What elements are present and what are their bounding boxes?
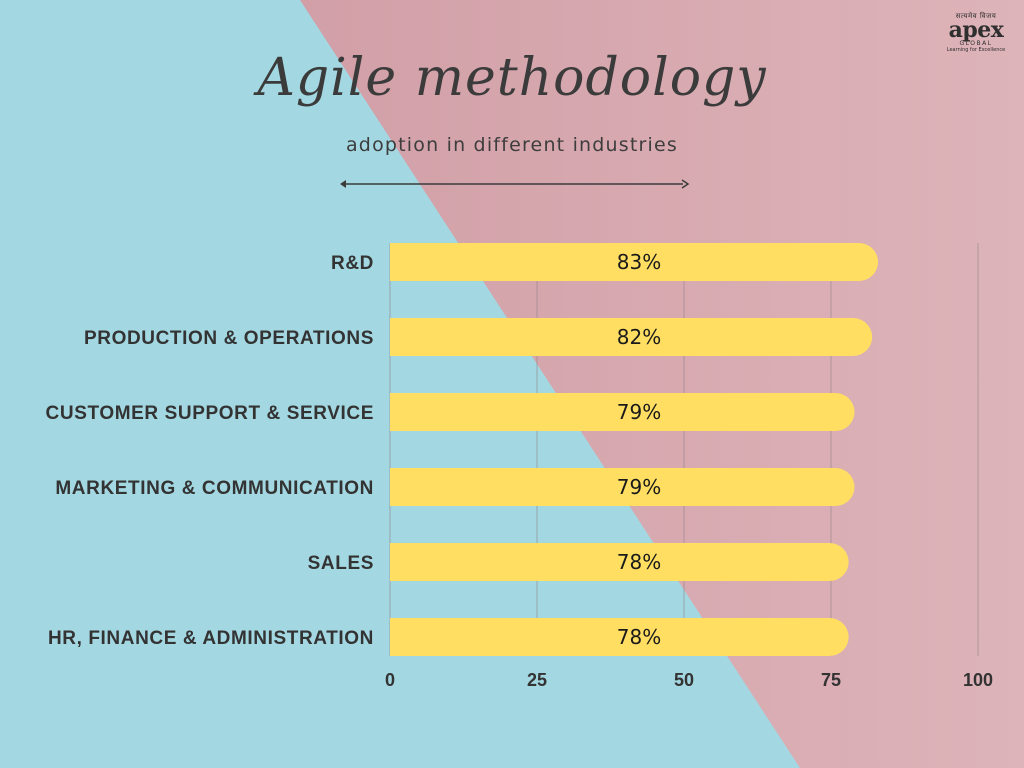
category-label: HR, FINANCE & ADMINISTRATION: [48, 628, 374, 649]
bar-value-label: 82%: [617, 325, 661, 349]
logo-sub-text: GLOBAL: [959, 40, 993, 47]
chart-title: Agile methodology: [257, 48, 767, 108]
logo-wordmark: apex: [948, 17, 1004, 43]
bar-value-label: 78%: [617, 550, 661, 574]
x-tick-label: 100: [963, 670, 993, 690]
category-label: MARKETING & COMMUNICATION: [55, 478, 374, 499]
bar: [390, 618, 849, 656]
bar-value-label: 78%: [617, 625, 661, 649]
apex-logo: सत्यमेव विजय apex GLOBAL Learning for Ex…: [940, 12, 1012, 53]
bar: [390, 393, 855, 431]
bar-value-label: 79%: [617, 475, 661, 499]
bar: [390, 543, 849, 581]
category-label: PRODUCTION & OPERATIONS: [84, 328, 374, 349]
bar-value-label: 83%: [617, 250, 661, 274]
x-tick-label: 50: [674, 670, 694, 690]
chart-subtitle: adoption in different industries: [345, 134, 679, 156]
logo-tagline: Learning for Excellence: [946, 47, 1006, 53]
category-label: R&D: [331, 253, 374, 274]
divider-arrow: [340, 179, 690, 189]
bar: [390, 318, 873, 356]
logo-top-text: सत्यमेव विजय: [955, 12, 997, 20]
x-tick-label: 0: [385, 670, 395, 690]
category-label: CUSTOMER SUPPORT & SERVICE: [46, 403, 374, 424]
bar: [390, 243, 879, 281]
x-tick-label: 75: [821, 670, 841, 690]
x-tick-label: 25: [527, 670, 547, 690]
bar-value-label: 79%: [617, 400, 661, 424]
category-label: SALES: [308, 553, 374, 574]
bar: [390, 468, 855, 506]
